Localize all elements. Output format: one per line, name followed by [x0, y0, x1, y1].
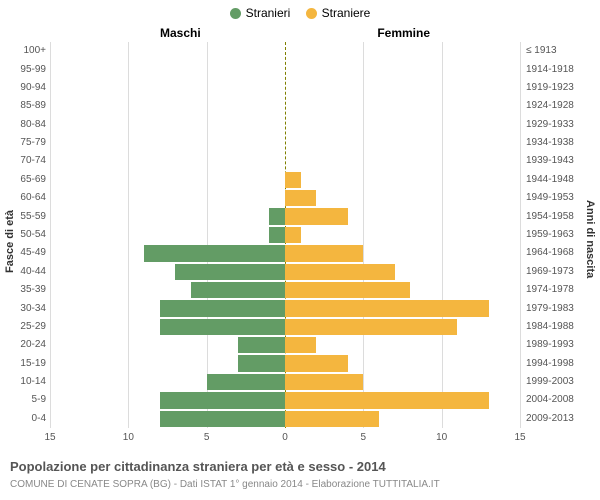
bar-female — [285, 190, 316, 206]
y-label-age: 20-24 — [2, 339, 46, 350]
y-label-age: 30-34 — [2, 303, 46, 314]
bar-male — [269, 227, 285, 243]
y-label-birth: 1974-1978 — [526, 284, 600, 295]
y-label-birth: 1929-1933 — [526, 119, 600, 130]
y-label-birth: 1959-1963 — [526, 229, 600, 240]
subhead-female: Femmine — [377, 26, 430, 40]
bar-male — [160, 411, 285, 427]
bar-female — [285, 319, 457, 335]
y-label-birth: 1999-2003 — [526, 376, 600, 387]
x-tick-label: 15 — [514, 432, 525, 443]
bar-male — [191, 282, 285, 298]
chart-title: Popolazione per cittadinanza straniera p… — [10, 459, 386, 474]
bar-male — [238, 337, 285, 353]
legend-swatch-male — [230, 8, 241, 19]
grid-line — [128, 42, 129, 428]
bar-male — [160, 300, 285, 316]
chart-subtitle: COMUNE DI CENATE SOPRA (BG) - Dati ISTAT… — [10, 479, 440, 490]
x-tick-label: 5 — [361, 432, 367, 443]
y-label-age: 25-29 — [2, 321, 46, 332]
y-label-age: 40-44 — [2, 266, 46, 277]
bar-female — [285, 245, 363, 261]
y-label-age: 75-79 — [2, 137, 46, 148]
y-label-birth: 1924-1928 — [526, 100, 600, 111]
y-label-birth: 1979-1983 — [526, 303, 600, 314]
legend-item-female: Straniere — [306, 6, 371, 20]
y-label-age: 80-84 — [2, 119, 46, 130]
bar-male — [175, 264, 285, 280]
x-tick-label: 5 — [204, 432, 210, 443]
population-pyramid-chart: Stranieri Straniere Maschi Femmine Fasce… — [0, 0, 600, 500]
y-label-birth: 1939-1943 — [526, 155, 600, 166]
legend-item-male: Stranieri — [230, 6, 291, 20]
bar-male — [207, 374, 285, 390]
legend-label-female: Straniere — [322, 6, 371, 20]
y-label-birth: ≤ 1913 — [526, 45, 600, 56]
bar-female — [285, 282, 410, 298]
legend-swatch-female — [306, 8, 317, 19]
grid-line — [207, 42, 208, 428]
x-tick-label: 0 — [282, 432, 288, 443]
bar-female — [285, 208, 348, 224]
legend-label-male: Stranieri — [246, 6, 291, 20]
y-label-age: 65-69 — [2, 174, 46, 185]
y-label-birth: 1944-1948 — [526, 174, 600, 185]
y-label-birth: 1989-1993 — [526, 339, 600, 350]
y-label-age: 5-9 — [2, 394, 46, 405]
y-label-age: 45-49 — [2, 247, 46, 258]
y-label-age: 15-19 — [2, 358, 46, 369]
y-label-birth: 1964-1968 — [526, 247, 600, 258]
bar-male — [144, 245, 285, 261]
bar-female — [285, 337, 316, 353]
y-label-birth: 2004-2008 — [526, 394, 600, 405]
bar-male — [238, 355, 285, 371]
y-label-birth: 1984-1988 — [526, 321, 600, 332]
grid-line — [50, 42, 51, 428]
x-tick-label: 10 — [436, 432, 447, 443]
legend: Stranieri Straniere — [0, 6, 600, 22]
bar-male — [160, 319, 285, 335]
bar-female — [285, 411, 379, 427]
bar-male — [160, 392, 285, 408]
grid-line — [442, 42, 443, 428]
bar-female — [285, 264, 395, 280]
y-label-birth: 2009-2013 — [526, 413, 600, 424]
y-label-age: 0-4 — [2, 413, 46, 424]
bar-female — [285, 172, 301, 188]
y-label-age: 90-94 — [2, 82, 46, 93]
bar-female — [285, 374, 363, 390]
y-label-birth: 1934-1938 — [526, 137, 600, 148]
subhead-male: Maschi — [160, 26, 201, 40]
bar-female — [285, 300, 489, 316]
y-label-age: 70-74 — [2, 155, 46, 166]
bar-female — [285, 227, 301, 243]
y-label-age: 35-39 — [2, 284, 46, 295]
grid-line — [363, 42, 364, 428]
y-label-birth: 1919-1923 — [526, 82, 600, 93]
y-label-birth: 1914-1918 — [526, 64, 600, 75]
y-label-birth: 1994-1998 — [526, 358, 600, 369]
y-label-birth: 1949-1953 — [526, 192, 600, 203]
y-label-birth: 1954-1958 — [526, 211, 600, 222]
bar-female — [285, 392, 489, 408]
bar-female — [285, 355, 348, 371]
y-label-age: 55-59 — [2, 211, 46, 222]
bar-male — [269, 208, 285, 224]
y-label-age: 10-14 — [2, 376, 46, 387]
y-label-age: 100+ — [2, 45, 46, 56]
plot-area — [50, 42, 520, 428]
y-label-age: 60-64 — [2, 192, 46, 203]
x-tick-label: 15 — [44, 432, 55, 443]
y-label-age: 95-99 — [2, 64, 46, 75]
y-label-age: 85-89 — [2, 100, 46, 111]
x-tick-label: 10 — [123, 432, 134, 443]
grid-line — [520, 42, 521, 428]
y-label-birth: 1969-1973 — [526, 266, 600, 277]
y-label-age: 50-54 — [2, 229, 46, 240]
